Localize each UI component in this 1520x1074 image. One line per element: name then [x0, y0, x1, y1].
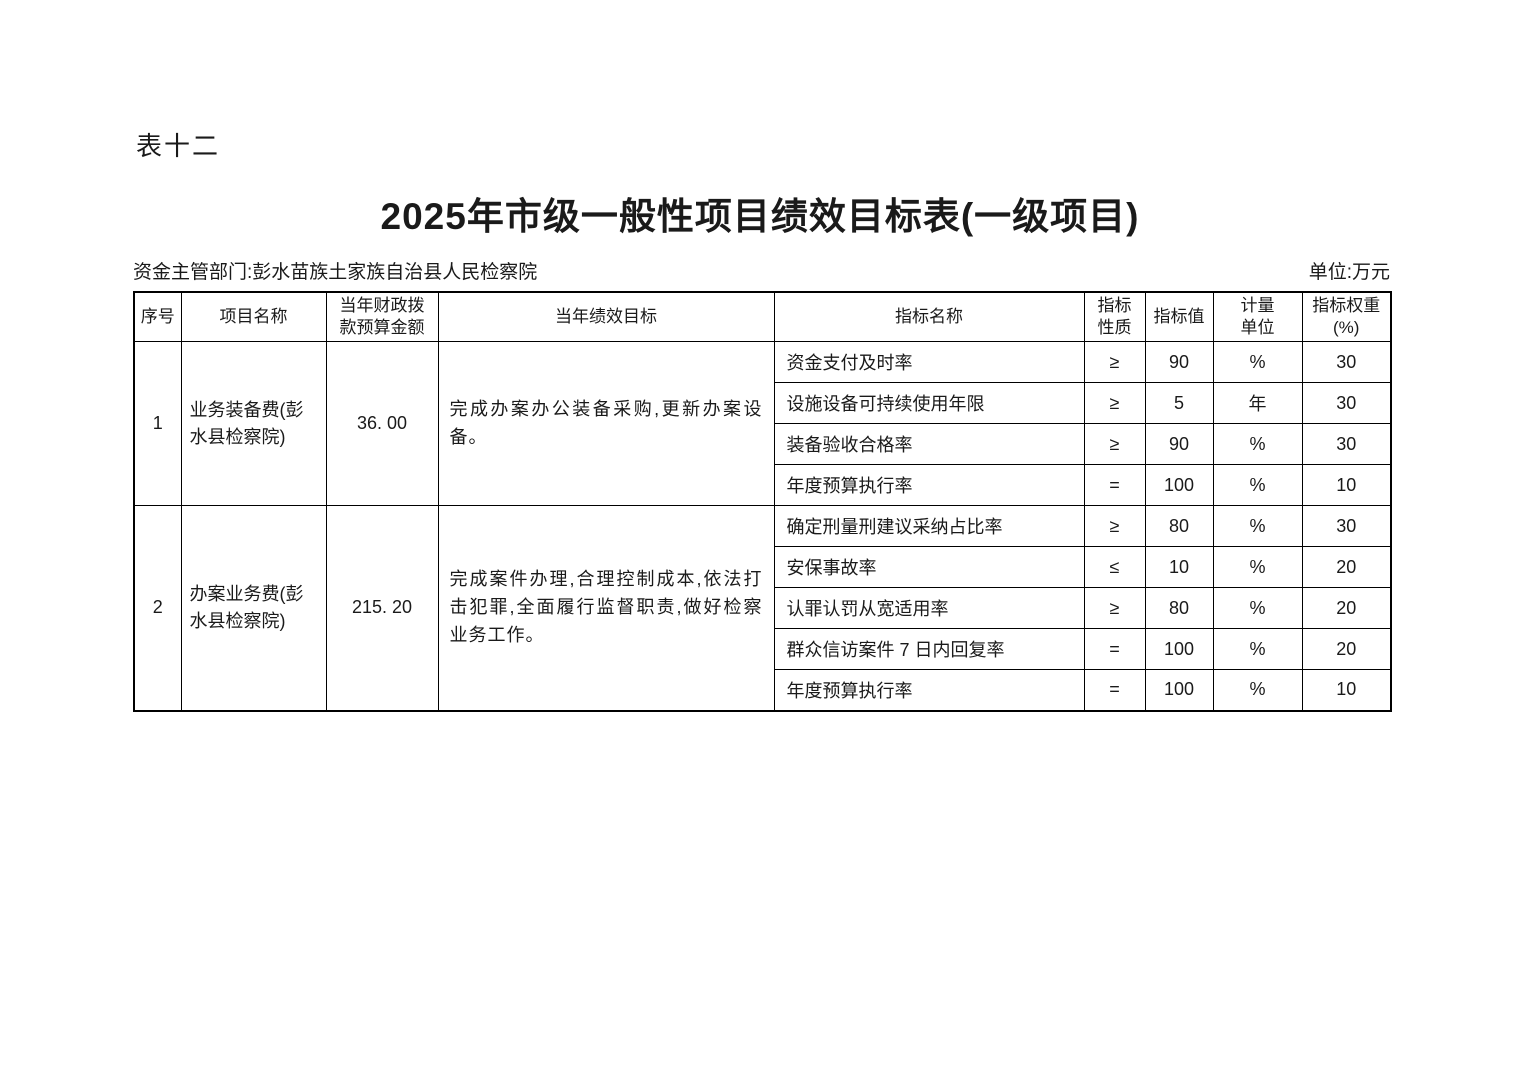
department-label: 资金主管部门:彭水苗族土家族自治县人民检察院: [133, 262, 538, 283]
header-goal: 当年绩效目标: [437, 291, 775, 343]
indicator-weight: 30: [1301, 423, 1392, 466]
indicator-value: 90: [1144, 341, 1214, 384]
table-row: 年度预算执行率 = 100 % 10: [134, 669, 1392, 712]
indicator-name: 年度预算执行率: [773, 464, 1085, 507]
indicator-nature: =: [1083, 464, 1146, 507]
indicator-unit: %: [1212, 341, 1303, 384]
header-unit: 计量 单位: [1212, 291, 1303, 343]
project-name: 业务装备费(彭水县检察院): [180, 341, 327, 507]
project-goal: 完成办案办公装备采购,更新办案设备。: [437, 341, 775, 507]
indicator-name: 设施设备可持续使用年限: [773, 382, 1085, 425]
indicator-nature: ≥: [1083, 423, 1146, 466]
table-row: 2 办案业务费(彭水县检察院) 215. 20 完成案件办理,合理控制成本,依法…: [133, 505, 1392, 712]
project-budget: 36. 00: [325, 341, 439, 507]
indicator-unit: %: [1212, 423, 1303, 466]
table-row: 群众信访案件 7 日内回复率 = 100 % 20: [134, 628, 1392, 671]
page-title: 2025年市级一般性项目绩效目标表(一级项目): [380, 196, 1140, 237]
indicator-value: 100: [1144, 669, 1214, 712]
indicator-value: 5: [1144, 382, 1214, 425]
meta-row: 资金主管部门:彭水苗族土家族自治县人民检察院 单位:万元: [133, 257, 1390, 284]
indicator-unit: %: [1212, 464, 1303, 507]
indicator-unit: %: [1212, 669, 1303, 712]
table-row: 认罪认罚从宽适用率 ≥ 80 % 20: [134, 587, 1392, 630]
indicator-name: 安保事故率: [773, 546, 1085, 589]
indicator-unit: %: [1212, 546, 1303, 589]
indicator-weight: 10: [1301, 669, 1392, 712]
table-row: 1 业务装备费(彭水县检察院) 36. 00 完成办案办公装备采购,更新办案设备…: [133, 341, 1392, 507]
unit-label: 单位:万元: [1308, 262, 1390, 283]
header-project: 项目名称: [180, 291, 327, 343]
indicator-name: 确定刑量刑建议采纳占比率: [773, 505, 1085, 548]
header-nature: 指标 性质: [1083, 291, 1146, 343]
indicator-weight: 10: [1301, 464, 1392, 507]
indicator-unit: %: [1212, 587, 1303, 630]
indicator-weight: 20: [1301, 628, 1392, 671]
indicator-weight: 30: [1301, 505, 1392, 548]
table-number-label: 表十二: [136, 131, 221, 161]
indicator-nature: ≥: [1083, 505, 1146, 548]
project-name: 办案业务费(彭水县检察院): [180, 505, 327, 712]
project-seq: 2: [133, 505, 182, 712]
indicator-nature: ≥: [1083, 587, 1146, 630]
indicator-value: 80: [1144, 505, 1214, 548]
indicator-weight: 20: [1301, 546, 1392, 589]
indicator-name: 装备验收合格率: [773, 423, 1085, 466]
table-row: 设施设备可持续使用年限 ≥ 5 年 30: [134, 382, 1392, 425]
indicator-value: 100: [1144, 464, 1214, 507]
indicator-name: 群众信访案件 7 日内回复率: [773, 628, 1085, 671]
indicator-nature: =: [1083, 669, 1146, 712]
indicator-weight: 30: [1301, 341, 1392, 384]
indicator-unit: %: [1212, 505, 1303, 548]
indicator-weight: 30: [1301, 382, 1392, 425]
indicator-value: 80: [1144, 587, 1214, 630]
indicator-nature: ≥: [1083, 382, 1146, 425]
table-row: 年度预算执行率 = 100 % 10: [134, 464, 1392, 507]
indicator-value: 10: [1144, 546, 1214, 589]
indicator-nature: =: [1083, 628, 1146, 671]
header-row: 序号 项目名称 当年财政拨 款预算金额 当年绩效目标 指标名称 指标 性质 指标…: [133, 291, 1392, 343]
indicator-unit: 年: [1212, 382, 1303, 425]
header-budget: 当年财政拨 款预算金额: [325, 291, 439, 343]
header-seq: 序号: [133, 291, 182, 343]
indicator-name: 年度预算执行率: [773, 669, 1085, 712]
project-seq: 1: [133, 341, 182, 507]
table-row: 安保事故率 ≤ 10 % 20: [134, 546, 1392, 589]
indicator-nature: ≤: [1083, 546, 1146, 589]
performance-target-table: 序号 项目名称 当年财政拨 款预算金额 当年绩效目标 指标名称 指标 性质 指标…: [133, 291, 1392, 712]
header-indicator: 指标名称: [773, 291, 1085, 343]
indicator-name: 认罪认罚从宽适用率: [773, 587, 1085, 630]
project-budget: 215. 20: [325, 505, 439, 712]
indicator-weight: 20: [1301, 587, 1392, 630]
indicator-value: 90: [1144, 423, 1214, 466]
indicator-value: 100: [1144, 628, 1214, 671]
header-value: 指标值: [1144, 291, 1214, 343]
indicator-unit: %: [1212, 628, 1303, 671]
header-weight: 指标权重 (%): [1301, 291, 1392, 343]
indicator-nature: ≥: [1083, 341, 1146, 384]
project-goal: 完成案件办理,合理控制成本,依法打击犯罪,全面履行监督职责,做好检察业务工作。: [437, 505, 775, 712]
indicator-name: 资金支付及时率: [773, 341, 1085, 384]
